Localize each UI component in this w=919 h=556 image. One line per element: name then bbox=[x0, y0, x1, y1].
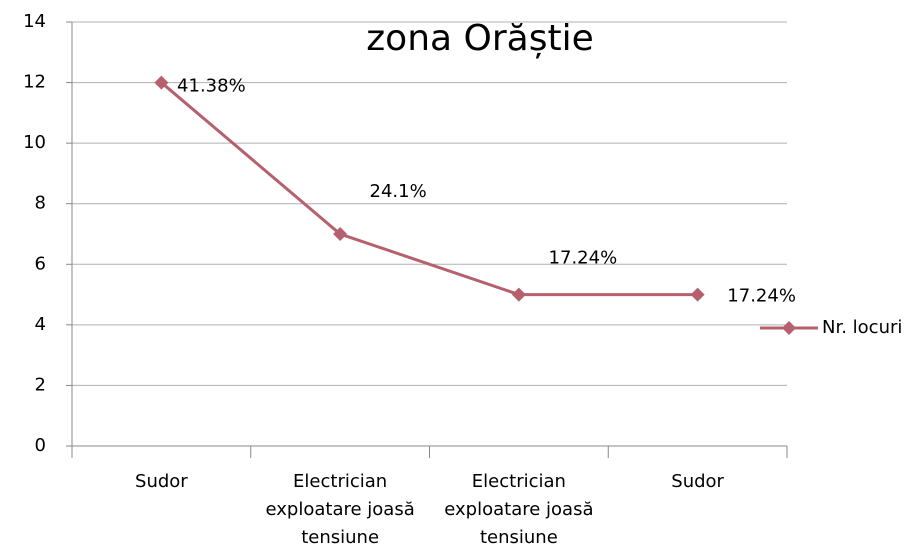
series-line bbox=[160, 81, 698, 297]
y-tick-label: 12 bbox=[23, 72, 46, 93]
x-tick-label: Sudor bbox=[671, 471, 724, 492]
data-label: 24.1% bbox=[370, 181, 427, 202]
y-tick-label: 6 bbox=[35, 253, 46, 274]
x-tick-label: Electrician exploatare joasă tensiune bbox=[266, 471, 415, 548]
legend-marker bbox=[782, 321, 796, 335]
x-tick-label: Sudor bbox=[135, 471, 188, 492]
data-label: 17.24% bbox=[549, 248, 618, 269]
y-tick-label: 10 bbox=[23, 132, 46, 153]
y-tick-label: 0 bbox=[35, 435, 46, 456]
point bbox=[690, 287, 705, 302]
point bbox=[511, 287, 526, 302]
point bbox=[333, 227, 348, 241]
y-tick-label: 4 bbox=[35, 314, 46, 335]
y-tick-label: 14 bbox=[23, 11, 46, 32]
chart-title: zona Orăștie bbox=[366, 18, 593, 59]
point bbox=[154, 75, 169, 90]
x-tick-label: Electrician exploatare joasă tensiune bbox=[444, 471, 593, 548]
legend-label: Nr. locuri bbox=[822, 317, 902, 338]
y-tick-label: 8 bbox=[35, 193, 46, 214]
data-label: 17.24% bbox=[727, 286, 796, 307]
y-tick-label: 2 bbox=[35, 374, 46, 395]
data-label: 41.38% bbox=[177, 76, 246, 97]
